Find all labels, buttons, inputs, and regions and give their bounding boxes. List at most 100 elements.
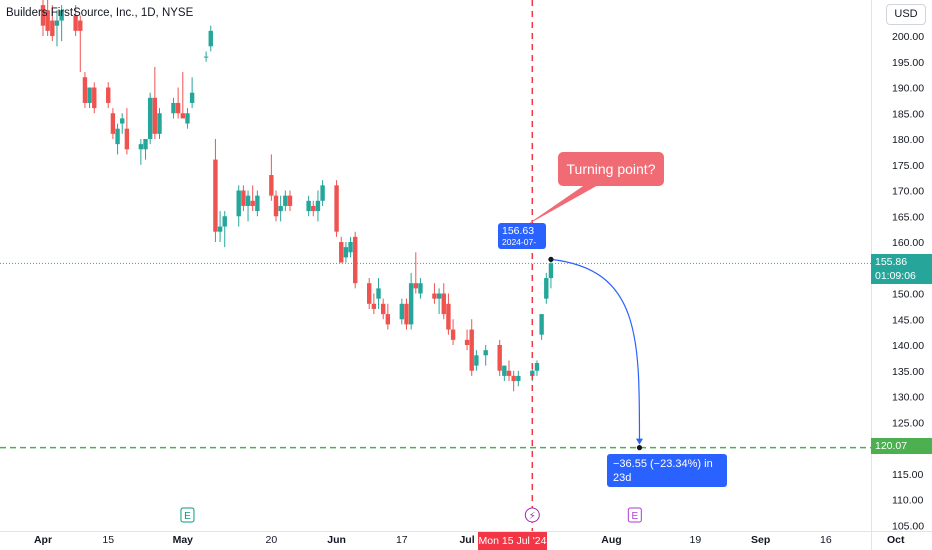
projection-arrowhead: [635, 438, 643, 445]
candle-body: [385, 314, 391, 325]
symbol-title: Builders FirstSource, Inc., 1D, NYSE: [6, 7, 194, 19]
x-tick-label: Sep: [751, 534, 770, 546]
candle-body: [269, 175, 274, 196]
candle-body: [497, 345, 502, 371]
x-tick-label: Jul: [459, 534, 474, 546]
x-tick-label: May: [173, 534, 194, 546]
earnings-marker-label: E: [631, 511, 638, 522]
candle-body: [203, 56, 209, 58]
candle-body: [175, 102, 181, 114]
candle-body: [408, 283, 414, 325]
candle-body: [50, 20, 55, 36]
y-tick-label: 135.00: [892, 366, 924, 378]
candle-body: [92, 87, 97, 109]
earnings-marker-label: E: [184, 511, 191, 522]
candle-body: [241, 190, 246, 206]
candle-body: [73, 15, 78, 31]
x-tick-label: 20: [265, 534, 277, 546]
x-tick-label: 16: [820, 534, 832, 546]
callout-pointer: [525, 184, 600, 226]
candle-body: [106, 87, 111, 103]
dividend-marker-label: ⚡: [529, 511, 536, 522]
current-date-badge: Mon 15 Jul '24: [478, 532, 547, 550]
y-tick-label: 140.00: [892, 340, 924, 352]
high-price-tag[interactable]: 156.63 2024-07-15: [498, 223, 546, 257]
candle-body: [78, 20, 83, 31]
candle-body: [255, 195, 260, 212]
high-price-date: 2024-07-15: [502, 237, 537, 257]
x-tick-label: Jun: [327, 534, 346, 546]
candle-body: [376, 288, 381, 299]
candle-body: [54, 20, 60, 26]
y-tick-label: 125.00: [892, 417, 924, 429]
candle-body: [87, 87, 92, 103]
candle-body: [539, 314, 544, 335]
candle-body: [222, 216, 227, 227]
candle-body: [380, 303, 386, 315]
candle-body: [334, 185, 339, 232]
candle-body: [306, 200, 311, 212]
candle-body: [516, 375, 521, 382]
measure-target: 120.07 @ 2024-08-07: [613, 486, 696, 496]
candle-body: [157, 113, 162, 134]
candle-body: [544, 278, 549, 299]
candle-body: [82, 77, 88, 103]
target-point-marker: [636, 445, 643, 451]
candle-body: [502, 365, 507, 376]
currency-selector[interactable]: USD: [886, 4, 926, 25]
candle-body: [367, 283, 372, 304]
candle-body: [189, 92, 195, 103]
events: E E ⚡: [180, 507, 642, 523]
current-price-value: 155.86: [875, 256, 908, 268]
candle-body: [185, 113, 190, 124]
candle-body: [311, 205, 316, 212]
measure-tag[interactable]: −36.55 (−23.34%) in 23d 120.07 @ 2024-08…: [607, 454, 727, 496]
earnings-marker-icon: [180, 507, 195, 523]
candle-body: [143, 139, 148, 150]
y-tick-label: 170.00: [892, 186, 924, 198]
earnings-marker-icon: [627, 507, 642, 523]
candle-body: [469, 329, 474, 371]
y-tick-label: 160.00: [892, 237, 924, 249]
candle-body: [278, 205, 283, 212]
candle-body: [343, 247, 349, 258]
candle-body: [353, 236, 358, 284]
turning-point-callout[interactable]: Turning point?: [566, 161, 656, 177]
x-tick-label: 19: [690, 534, 702, 546]
candle-body: [40, 5, 46, 26]
candle-body: [250, 200, 255, 206]
y-tick-label: 185.00: [892, 108, 924, 120]
dividend-marker-icon: [524, 507, 540, 523]
candle-body: [45, 10, 50, 31]
x-tick-label: Oct: [887, 534, 905, 546]
y-tick-label: 200.00: [892, 31, 924, 43]
candles: [40, 0, 554, 392]
candle-body: [273, 195, 279, 217]
candle-body: [506, 370, 512, 376]
x-tick-label: Aug: [601, 534, 621, 546]
y-tick-label: 130.00: [892, 392, 924, 404]
candle-body: [110, 113, 116, 134]
candle-body: [450, 329, 456, 340]
candle-body: [464, 339, 470, 345]
candle-body: [418, 283, 423, 294]
candle-body: [152, 97, 158, 134]
y-tick-label: 180.00: [892, 134, 924, 146]
candle-body: [441, 293, 446, 315]
candle-body: [404, 303, 409, 325]
x-tick-label: 17: [396, 534, 408, 546]
measure-change: −36.55 (−23.34%) in 23d: [613, 458, 713, 484]
candle-body: [59, 10, 64, 21]
x-tick-label: 15: [102, 534, 114, 546]
y-tick-label: 165.00: [892, 211, 924, 223]
candle-body: [236, 190, 241, 217]
candle-body: [534, 363, 540, 371]
y-tick-label: 105.00: [892, 520, 924, 532]
candle-body: [283, 195, 288, 206]
projection-arrow: [550, 258, 641, 444]
candle-body: [138, 144, 144, 150]
candle-body: [147, 97, 153, 139]
